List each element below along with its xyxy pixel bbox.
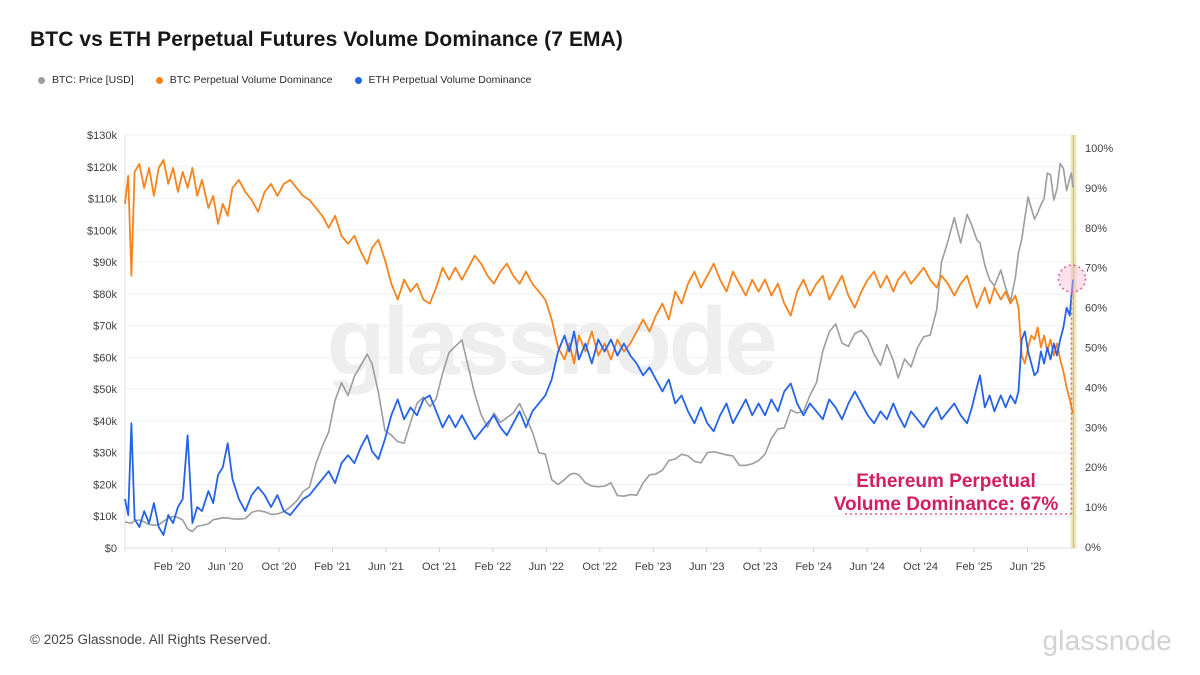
y-left-tick-label: $90k	[93, 257, 117, 269]
y-left-tick-label: $100k	[87, 225, 117, 237]
x-tick-label: Jun ’24	[849, 561, 884, 573]
chart-legend: BTC: Price [USD] BTC Perpetual Volume Do…	[38, 74, 531, 86]
x-axis-labels: Feb ’20 Jun ’20 Oct ’20 Feb ’21 Jun ’21 Oct ’…	[154, 548, 1045, 573]
y-left-tick-label: $80k	[93, 289, 117, 301]
glassnode-logo: glassnode	[1042, 625, 1172, 656]
x-tick-label: Oct ’22	[582, 561, 617, 573]
y-left-tick-label: $50k	[93, 384, 117, 396]
x-tick-label: Oct ’21	[422, 561, 457, 573]
y-right-tick-label: 10%	[1085, 502, 1107, 514]
callout-circle	[1057, 264, 1087, 293]
y-left-tick-label: $70k	[93, 321, 117, 333]
legend-item-btc-price[interactable]: BTC: Price [USD]	[38, 74, 134, 86]
latest-value-band	[1070, 135, 1077, 548]
x-tick-label: Feb ’23	[635, 561, 672, 573]
gridlines	[125, 134, 1078, 549]
y-right-tick-label: 90%	[1085, 183, 1107, 195]
x-tick-label: Feb ’24	[795, 561, 832, 573]
x-tick-label: Oct ’24	[903, 561, 938, 573]
y-left-tick-label: $10k	[93, 511, 117, 523]
legend-item-btc-dominance[interactable]: BTC Perpetual Volume Dominance	[155, 74, 333, 86]
y-axis-left-labels: $130k $120k $110k $100k $90k $80k $70k $60k $50k…	[87, 130, 117, 555]
legend-dot-gray-icon	[38, 76, 45, 84]
eth-dominance-line[interactable]	[124, 279, 1074, 536]
legend-dot-orange-icon	[155, 76, 163, 84]
x-tick-label: Jun ’25	[1010, 561, 1045, 573]
copyright-text: © 2025 Glassnode. All Rights Reserved.	[30, 632, 272, 647]
y-right-tick-label: 40%	[1085, 382, 1107, 394]
y-left-tick-label: $30k	[93, 448, 117, 460]
y-right-tick-label: 30%	[1085, 422, 1107, 434]
y-left-tick-label: $110k	[88, 194, 118, 206]
x-tick-label: Feb ’22	[475, 561, 512, 573]
y-left-tick-label: $130k	[87, 130, 117, 142]
page-title: BTC vs ETH Perpetual Futures Volume Domi…	[30, 28, 624, 51]
x-tick-label: Feb ’25	[956, 561, 993, 573]
legend-item-eth-dominance[interactable]: ETH Perpetual Volume Dominance	[354, 74, 532, 86]
annotation-line1: Ethereum Perpetual	[856, 471, 1036, 492]
y-left-tick-label: $20k	[93, 479, 117, 491]
legend-label: ETH Perpetual Volume Dominance	[368, 74, 532, 86]
x-tick-label: Jun ’21	[368, 561, 403, 573]
annotation-line2: Volume Dominance: 67%	[834, 494, 1059, 515]
x-tick-label: Oct ’23	[743, 561, 778, 573]
legend-label: BTC: Price [USD]	[52, 74, 134, 86]
x-tick-label: Feb ’21	[314, 561, 351, 573]
y-right-tick-label: 60%	[1085, 303, 1107, 315]
y-right-tick-label: 20%	[1085, 462, 1107, 474]
y-left-tick-label: $120k	[87, 162, 117, 174]
x-tick-label: Oct ’20	[262, 561, 297, 573]
y-right-tick-label: 100%	[1085, 143, 1113, 155]
x-tick-label: Jun ’23	[689, 561, 724, 573]
callout-dashed-lines	[845, 264, 1087, 515]
y-axis-right-labels: 100% 90% 80% 70% 60% 50% 40% 30% 20% 10% 0%	[1085, 143, 1113, 554]
legend-dot-blue-icon	[354, 76, 362, 84]
btc-dominance-line[interactable]	[124, 159, 1074, 414]
legend-label: BTC Perpetual Volume Dominance	[169, 74, 333, 86]
y-right-tick-label: 80%	[1085, 223, 1107, 235]
x-tick-label: Jun ’20	[208, 561, 243, 573]
y-right-tick-label: 0%	[1085, 542, 1101, 554]
y-left-tick-label: $0	[105, 543, 117, 555]
y-right-tick-label: 50%	[1085, 343, 1107, 355]
y-left-tick-label: $40k	[93, 416, 117, 428]
btc-price-line[interactable]	[124, 162, 1074, 533]
x-tick-label: Feb ’20	[154, 561, 191, 573]
y-right-tick-label: 70%	[1085, 263, 1107, 275]
y-left-tick-label: $60k	[93, 352, 117, 364]
x-tick-label: Jun ’22	[529, 561, 564, 573]
